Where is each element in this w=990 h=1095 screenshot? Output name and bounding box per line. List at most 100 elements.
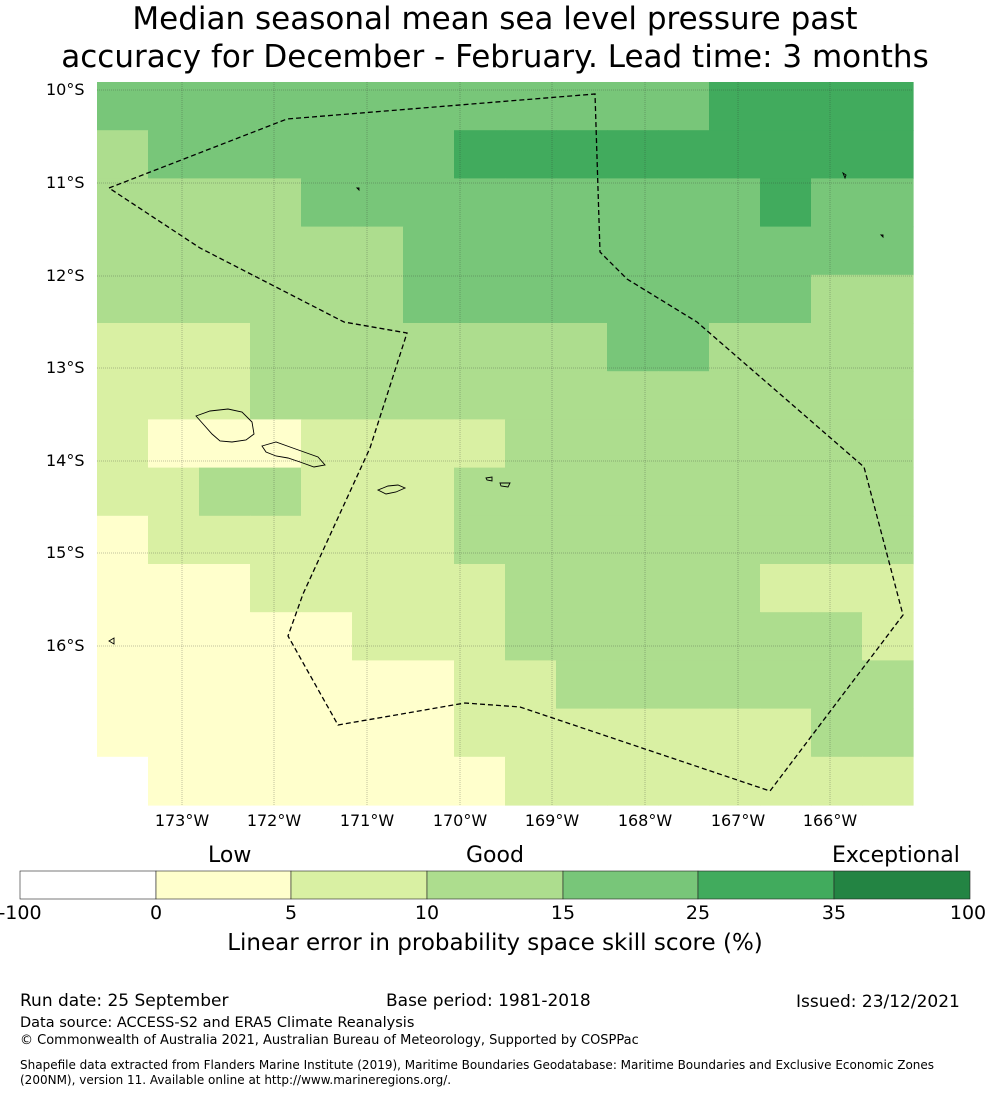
skill-cell (352, 178, 404, 228)
skill-cell (760, 419, 812, 469)
skill-cell (607, 467, 659, 517)
lat-label-11s: 11°S (46, 173, 85, 192)
skill-cell (709, 274, 761, 324)
skill-cell (403, 564, 455, 613)
lon-label-172w: 172°W (246, 811, 302, 830)
skill-cell (199, 467, 251, 517)
lat-label-13s: 13°S (46, 358, 85, 377)
skill-cell (403, 82, 455, 131)
skill-cell (556, 371, 608, 420)
skill-cell (607, 178, 659, 228)
skill-cell (811, 756, 863, 806)
skill-cell (250, 467, 302, 517)
colorbar-tick: 25 (685, 902, 711, 924)
skill-cell (505, 82, 557, 131)
colorbar-category-good: Good (466, 843, 524, 868)
skill-cell (454, 564, 506, 613)
skill-cell (556, 82, 608, 131)
skill-cell (811, 515, 863, 565)
skill-cell (556, 515, 608, 565)
skill-cell (709, 130, 761, 179)
skill-cell (658, 660, 710, 710)
skill-cell (148, 323, 200, 372)
skill-cell (352, 130, 404, 179)
skill-cell (556, 708, 608, 758)
skill-cell (250, 178, 302, 228)
skill-cell (658, 756, 710, 806)
colorbar-tick: 100 (949, 902, 987, 924)
skill-cell (403, 708, 455, 758)
skill-cell (862, 660, 914, 710)
skill-cell (709, 708, 761, 758)
skill-cell (811, 612, 863, 661)
skill-cell (556, 660, 608, 710)
skill-cell (862, 467, 914, 517)
skill-cell (505, 226, 557, 276)
skill-cell (454, 419, 506, 469)
skill-cell (403, 756, 455, 806)
skill-cell (505, 708, 557, 758)
skill-cell (301, 756, 353, 806)
skill-cell (301, 274, 353, 324)
skill-cell (760, 274, 812, 324)
skill-cell (658, 467, 710, 517)
shapefile-credit-1: Shapefile data extracted from Flanders M… (20, 1058, 935, 1072)
skill-cell (199, 564, 251, 613)
skill-cell (505, 130, 557, 179)
colorbar-segment (290, 870, 428, 900)
skill-cell (709, 419, 761, 469)
skill-cell (97, 564, 149, 613)
skill-cell (148, 515, 200, 565)
skill-cell (760, 82, 812, 131)
skill-cell (352, 612, 404, 661)
skill-cell (760, 467, 812, 517)
colorbar (19, 870, 971, 900)
colorbar-tick: 10 (414, 902, 440, 924)
skill-cell (505, 612, 557, 661)
skill-cell (862, 226, 914, 276)
colorbar-tick: -100 (0, 902, 42, 924)
skill-cell (301, 323, 353, 372)
skill-cell (505, 564, 557, 613)
skill-cell (97, 371, 149, 420)
colorbar-tick: 5 (284, 902, 298, 924)
skill-cell (454, 178, 506, 228)
skill-cell (97, 756, 149, 806)
lat-label-10s: 10°S (46, 80, 85, 99)
lat-label-16s: 16°S (46, 636, 85, 655)
skill-grid (97, 82, 914, 806)
skill-cell (607, 708, 659, 758)
skill-cell (301, 564, 353, 613)
skill-cell (709, 564, 761, 613)
skill-cell (403, 371, 455, 420)
skill-cell (403, 130, 455, 179)
skill-cell (505, 178, 557, 228)
skill-cell (250, 708, 302, 758)
skill-cell (505, 756, 557, 806)
skill-cell (709, 660, 761, 710)
skill-cell (301, 612, 353, 661)
skill-cell (709, 515, 761, 565)
skill-cell (811, 660, 863, 710)
skill-cell (97, 515, 149, 565)
skill-cell (199, 660, 251, 710)
island-outline (485, 476, 493, 482)
skill-cell (301, 226, 353, 276)
skill-cell (607, 82, 659, 131)
skill-cell (760, 130, 812, 179)
skill-cell (199, 756, 251, 806)
skill-cell (403, 612, 455, 661)
skill-cell (505, 371, 557, 420)
island-outline (499, 482, 511, 488)
title-line-1: Median seasonal mean sea level pressure … (132, 1, 858, 37)
lon-label-169w: 169°W (524, 811, 580, 830)
skill-cell (403, 660, 455, 710)
colorbar-tick: 15 (550, 902, 576, 924)
skill-cell (301, 708, 353, 758)
skill-cell (505, 515, 557, 565)
skill-cell (250, 274, 302, 324)
colorbar-segment (426, 870, 564, 900)
skill-cell (250, 564, 302, 613)
skill-cell (709, 371, 761, 420)
skill-cell (352, 564, 404, 613)
